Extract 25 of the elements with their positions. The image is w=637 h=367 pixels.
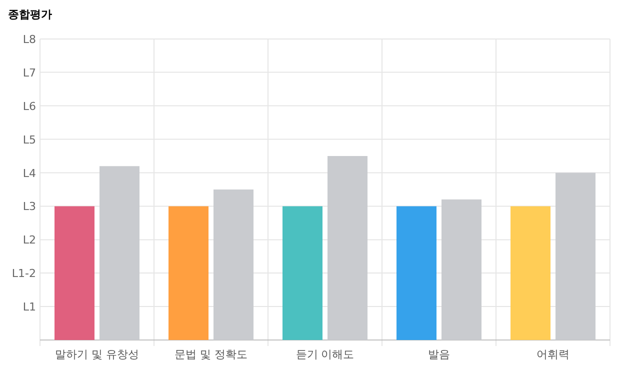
bar (442, 199, 482, 340)
bar (214, 190, 254, 340)
ref-line-label: L6 (22, 100, 36, 113)
bar (54, 206, 94, 340)
bar (510, 206, 550, 340)
ref-line-label: L5 (22, 133, 36, 146)
x-tick-label: 발음 (428, 348, 450, 361)
x-tick-label: 말하기 및 유창성 (55, 348, 139, 361)
ref-line-label: L7 (22, 66, 36, 80)
bar (168, 206, 208, 340)
ref-line-label: L3 (22, 200, 36, 214)
x-tick-label: 듣기 이해도 (296, 348, 354, 361)
bar (100, 166, 140, 340)
ref-line-label: L4 (22, 166, 36, 180)
bar (556, 172, 596, 340)
bar (328, 156, 368, 340)
ref-line-label: L1 (22, 300, 36, 314)
x-tick-label: 문법 및 정확도 (174, 348, 248, 361)
x-tick-label: 어휘력 (536, 348, 570, 361)
chart-title: 종합평가 (8, 8, 52, 21)
bar (396, 206, 436, 340)
ref-line-label: L8 (22, 33, 36, 46)
ref-line-label: L1-2 (12, 267, 36, 280)
ref-line-label: L2 (22, 234, 36, 247)
bar (282, 206, 322, 340)
